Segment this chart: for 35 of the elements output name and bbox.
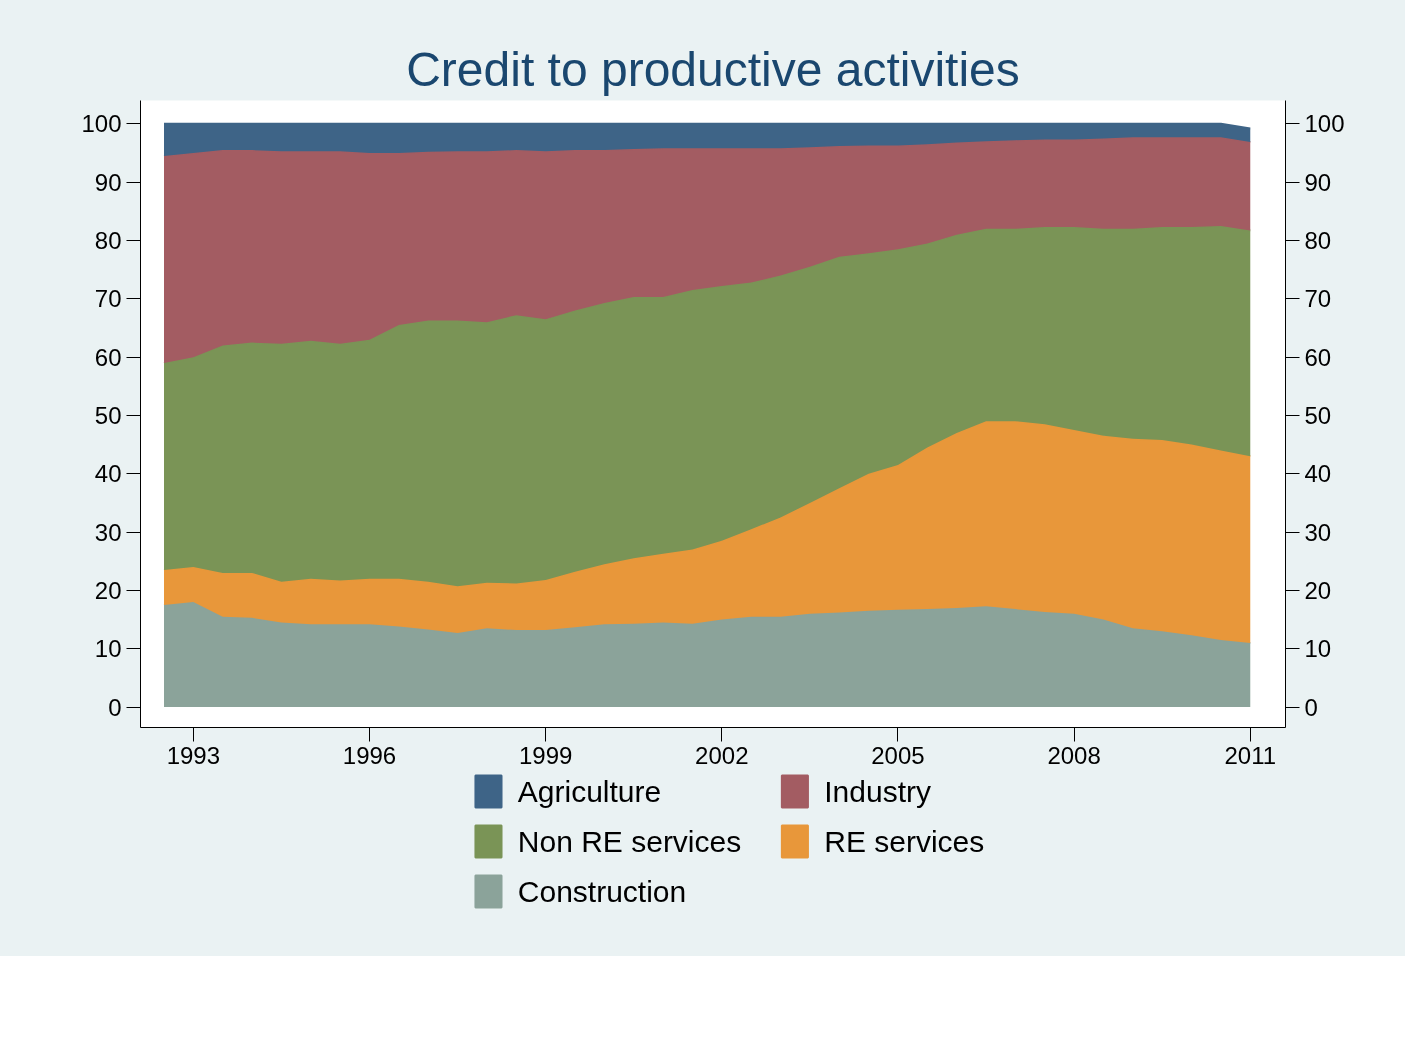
legend-label: Agriculture (517, 775, 662, 808)
y2-tick-label: 100 (1304, 110, 1345, 138)
y-tick-label: 10 (94, 635, 122, 663)
y2-tick-label: 20 (1304, 576, 1332, 604)
y2-tick-label: 50 (1304, 401, 1332, 429)
y2-tick-label: 40 (1304, 460, 1332, 488)
y2-tick-label: 90 (1304, 168, 1332, 196)
chart-title: Credit to productive activities (406, 42, 1020, 96)
legend-label: Non RE services (517, 825, 742, 858)
y-tick-label: 40 (94, 460, 122, 488)
x-tick-label: 2011 (1224, 741, 1277, 769)
y2-tick-label: 10 (1304, 635, 1332, 663)
y-tick-label: 0 (108, 693, 122, 721)
y2-tick-label: 80 (1304, 226, 1332, 254)
y-tick-label: 30 (94, 518, 122, 546)
y2-tick-label: 60 (1304, 343, 1332, 371)
y2-tick-label: 0 (1304, 693, 1318, 721)
legend-label: RE services (824, 825, 985, 858)
y-tick-label: 90 (94, 168, 122, 196)
x-tick-label: 1996 (342, 741, 397, 769)
y-tick-label: 70 (94, 285, 122, 313)
x-tick-label: 2002 (695, 741, 749, 769)
x-tick-label: 2008 (1047, 741, 1101, 769)
y-tick-label: 60 (94, 343, 122, 371)
legend-label: Industry (824, 775, 931, 808)
y2-tick-label: 30 (1304, 518, 1332, 546)
y-tick-label: 100 (81, 110, 122, 138)
x-tick-label: 2005 (871, 741, 925, 769)
y-tick-label: 50 (94, 401, 122, 429)
y-tick-label: 20 (94, 576, 122, 604)
y2-tick-label: 70 (1304, 285, 1332, 313)
x-tick-label: 1993 (166, 741, 221, 769)
y-tick-label: 80 (94, 226, 122, 254)
legend-label: Construction (517, 875, 687, 908)
x-tick-label: 1999 (518, 741, 573, 769)
